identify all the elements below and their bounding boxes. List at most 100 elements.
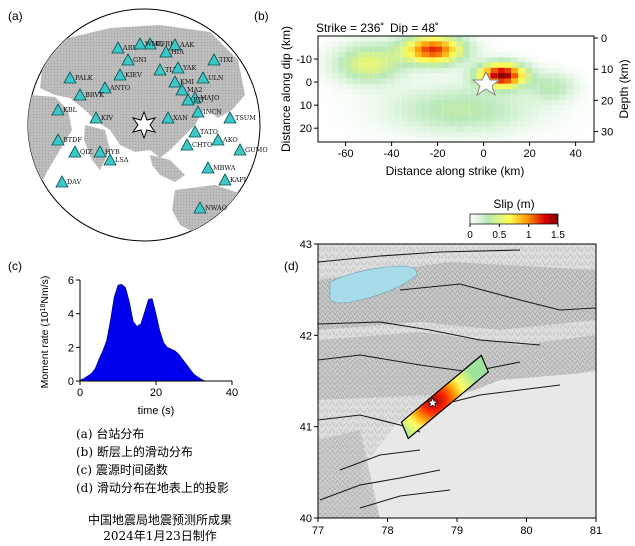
station-triangle [55,175,69,188]
slip-cell [462,104,471,111]
slip-cell [504,46,512,53]
slip-cell [511,67,519,74]
slip-cell [559,131,567,137]
slip-cell [393,94,402,100]
slip-cell [518,126,526,132]
b-ytick-label: -10 [296,54,312,66]
slip-cell [387,57,395,63]
slip-cell [552,99,560,106]
slip-cell [359,126,367,132]
slip-cell [442,126,450,132]
b-ytick-label: 10 [300,100,312,112]
slip-cell [428,99,436,106]
station-layer: KIEV ANTO GNI KIV ARU BRVK KURK AAK TLY YAK MA2MAJ… [51,37,268,214]
slip-cell [552,126,560,132]
station-triangle [223,111,237,124]
slip-cell [345,36,353,42]
slip-heatmap [317,36,595,143]
slip-cell [587,115,595,122]
slip-cell [552,131,560,137]
slip-cell [580,41,588,47]
slip-cell [387,67,395,74]
slip-cell [414,99,422,106]
slip-cell [476,36,484,42]
slip-cell [469,89,477,95]
slip-cell [345,67,353,74]
colorbar-tick-label: 1.5 [551,230,565,241]
slip-cell [462,67,471,74]
fault-plane-projection [400,354,490,440]
station-triangle [73,88,87,101]
slip-cell [366,36,374,42]
slip-cell [469,62,477,69]
panel-b-axes: -60 -40 -20 0 20 40 -10 0 10 20 0 10 20 30 [296,33,613,160]
slip-cell [366,46,374,53]
slip-cell [414,89,422,95]
slip-cell [338,41,346,47]
slip-cell [345,78,353,84]
slip-cell [462,131,471,137]
slip-cell [442,94,450,100]
station-triangle [98,81,112,94]
slip-cell [504,73,512,79]
station-triangle [153,63,167,76]
slip-cell [400,136,408,143]
slip-cell [338,83,346,90]
station-label: MAJO [200,94,219,102]
slip-cell [331,126,339,132]
slip-cell [538,78,546,84]
slip-cell [407,41,415,47]
station-label: KBL [63,106,78,114]
slip-cell [525,136,533,143]
slip-cell [324,36,333,42]
b-xtick-label: -40 [384,148,400,160]
slip-cell [366,104,374,111]
slip-cell [525,131,533,137]
slip-cell [504,99,512,106]
dip-text: Dip = 48˚ [390,21,439,35]
slip-cell [331,99,339,106]
slip-cell [525,73,533,79]
slip-cell [338,104,346,111]
slip-cell [483,46,491,53]
slip-cell [559,110,567,116]
slip-cell [469,51,477,58]
slip-cell [545,41,553,47]
slip-cell [414,94,422,100]
slip-cell [373,83,381,90]
station-triangle [63,71,77,84]
slip-cell [442,67,450,74]
slip-cell [462,115,471,122]
station-label: KIV [101,114,113,122]
station-triangle [168,75,182,88]
slip-cell [469,83,477,90]
slip-cell [352,104,360,111]
slip-cell [373,99,381,106]
slip-cell [331,115,339,122]
slip-cell [476,104,484,111]
slip-cell [380,126,388,132]
slip-cell [476,120,484,127]
slip-cell [456,83,464,90]
slip-cell [407,120,415,127]
slip-cell [331,67,339,74]
b-ytick-right-label: 10 [601,64,613,76]
slip-cell [331,41,339,47]
slip-cell [462,41,471,47]
slip-cell [400,62,408,69]
slip-cell [345,46,353,53]
slip-cell [469,131,477,137]
slip-cell [442,51,450,58]
slip-cell [318,46,326,53]
slip-cell [400,94,408,100]
slip-cell [573,46,581,53]
slip-cell [407,115,415,122]
slip-cell [456,57,464,63]
slip-cell [497,46,505,53]
slip-cell [435,83,443,90]
slip-cell [497,110,505,116]
station-label: DAV [67,178,82,186]
d-xtick-label: 80 [520,525,532,537]
station-triangle [133,37,147,50]
slip-cell [338,46,346,53]
